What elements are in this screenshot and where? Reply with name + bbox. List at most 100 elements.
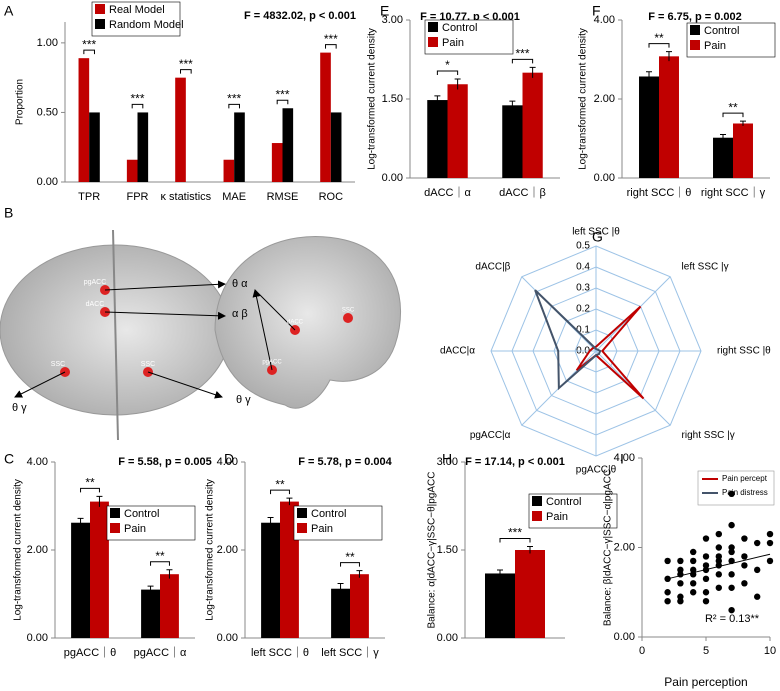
significance-bracket <box>325 44 337 49</box>
arrow-label: α β <box>232 308 248 320</box>
error-bar <box>166 569 173 579</box>
legend-swatch <box>690 40 700 50</box>
significance-bracket <box>131 103 144 109</box>
bar <box>126 159 138 182</box>
point <box>702 589 710 596</box>
legend-swatch <box>297 508 307 518</box>
brain-illustration <box>0 229 402 441</box>
legend-label: Control <box>442 22 477 34</box>
error-bar <box>454 78 461 90</box>
legend-box <box>293 505 383 541</box>
point <box>728 544 735 551</box>
x-tick-label: pgACC｜α <box>134 646 187 659</box>
stat-annotation: F = 5.78, p = 0.004 <box>298 456 392 468</box>
error-bar <box>96 495 103 507</box>
y-tick-label: 1.00 <box>37 37 58 49</box>
bar <box>320 52 331 182</box>
significance-bracket <box>228 103 240 109</box>
legend-swatch <box>95 4 105 14</box>
legend-label: Random Model <box>109 19 184 31</box>
legend-swatch <box>428 37 438 47</box>
significance-label: ** <box>654 31 664 45</box>
stat-annotation: F = 6.75, p = 0.002 <box>648 11 742 23</box>
axis-label: pgACC|α <box>470 430 511 441</box>
annotation: R² = 0.13** <box>705 613 760 625</box>
significance-label: *** <box>82 37 96 51</box>
y-tick-label: 0.00 <box>437 632 458 644</box>
arrow-label: θ γ <box>236 394 251 406</box>
stat-annotation: F = 4832.02, p < 0.001 <box>244 10 356 22</box>
bar <box>502 105 523 178</box>
error-bar <box>267 516 274 528</box>
error-bar <box>497 569 503 577</box>
y-tick-label: 0.00 <box>37 176 58 188</box>
axis-label: left SSC |γ <box>682 261 729 272</box>
point <box>702 575 710 583</box>
error-bar <box>509 100 516 110</box>
point <box>715 553 722 560</box>
legend-box <box>686 22 776 58</box>
significance-bracket <box>648 43 670 48</box>
legend-label: Control <box>311 508 346 520</box>
legend-box <box>697 470 775 506</box>
legend-swatch <box>690 25 700 35</box>
point <box>754 566 761 574</box>
error-bar <box>286 497 293 506</box>
axis-label: right SSC |γ <box>682 430 735 441</box>
significance-label: * <box>445 58 450 72</box>
bar <box>427 100 448 178</box>
point <box>715 557 722 565</box>
point <box>690 580 697 587</box>
point <box>741 535 748 542</box>
significance-bracket <box>340 562 360 567</box>
legend-swatch <box>110 508 120 518</box>
bar <box>89 112 100 182</box>
region-label: pgACC <box>84 279 107 286</box>
r-tick-label: 0.3 <box>576 283 590 294</box>
r-tick-label: 0.1 <box>576 325 590 336</box>
x-tick-label: right SCC｜γ <box>701 186 766 199</box>
axis-label: right SSC |θ <box>717 346 771 357</box>
x-tick-label: 5 <box>703 645 709 657</box>
point <box>728 584 735 591</box>
y-axis-label: Balance: β|dACC−γ|SSC−α|pgACC <box>603 469 614 626</box>
point <box>741 562 748 569</box>
legend-label: Pain <box>704 40 726 52</box>
axis-label: dACC|β <box>475 261 510 272</box>
point <box>677 598 684 605</box>
bar <box>331 588 350 638</box>
legend-box <box>528 493 618 529</box>
point <box>766 557 774 565</box>
axis-label: dACC|α <box>440 346 475 357</box>
bar <box>330 112 342 182</box>
error-bar <box>739 120 746 126</box>
legend-swatch <box>532 511 542 521</box>
x-tick-label: left SCC｜γ <box>321 646 379 659</box>
significance-label: *** <box>179 57 193 71</box>
legend-label: Pain percept <box>722 474 768 483</box>
bar <box>90 501 109 638</box>
x-tick-label: dACC｜β <box>499 186 546 199</box>
point <box>702 598 710 605</box>
legend-swatch <box>110 523 120 533</box>
panel-letter: B <box>4 205 13 221</box>
bar <box>141 589 160 638</box>
error-bar <box>337 582 344 594</box>
significance-label: *** <box>324 32 338 46</box>
y-tick-label: 2.00 <box>614 541 635 553</box>
x-tick-label: pgACC｜θ <box>64 646 117 659</box>
significance-bracket <box>80 487 100 493</box>
point <box>690 548 697 556</box>
bar <box>350 574 369 638</box>
error-bar <box>529 66 536 78</box>
x-tick-label: dACC｜α <box>424 186 471 199</box>
x-tick-label: ROC <box>319 191 344 203</box>
legend-label: Pain distress <box>722 488 768 497</box>
significance-bracket <box>180 69 192 74</box>
significance-label: ** <box>85 475 95 489</box>
radar-series <box>534 289 602 391</box>
x-tick-label: 10 <box>764 645 776 657</box>
x-tick-label: RMSE <box>267 191 299 203</box>
significance-bracket <box>511 58 534 64</box>
